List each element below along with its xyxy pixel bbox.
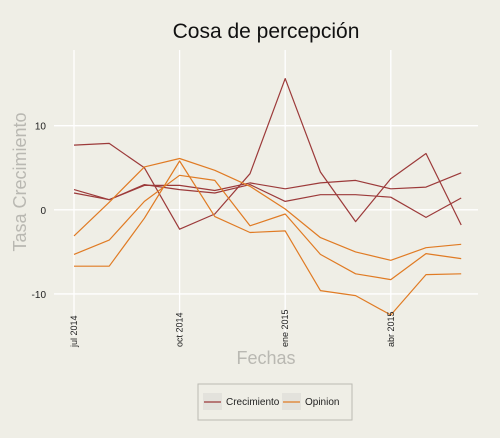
- chart-title: Cosa de percepción: [173, 20, 360, 43]
- legend-box: [197, 383, 353, 421]
- series-line-opinion-3: [74, 160, 462, 316]
- legend-label-crecimiento: Crecimiento: [226, 397, 280, 408]
- x-axis-label: Fechas: [236, 348, 295, 368]
- series-line-opinion-2: [73, 174, 462, 281]
- series-line-crecimiento-2: [73, 172, 462, 201]
- x-axis-ticks: jul 2014 oct 2014 ene 2015 abr 2015: [69, 309, 396, 348]
- legend-label-opinion: Opinion: [305, 397, 339, 408]
- series-lines: [73, 77, 462, 316]
- legend: Crecimiento Opinion: [197, 383, 353, 421]
- x-tick-label: jul 2014: [69, 315, 79, 348]
- y-axis-label: Tasa Crecimiento: [10, 112, 30, 251]
- y-axis-ticks: 10 0 -10: [32, 122, 47, 301]
- x-tick-label: ene 2015: [280, 309, 290, 347]
- x-tick-label: oct 2014: [175, 312, 185, 347]
- y-tick-label: 10: [35, 122, 47, 133]
- grid: [54, 50, 478, 336]
- y-tick-label: -10: [32, 290, 47, 301]
- y-tick-label: 0: [40, 206, 46, 217]
- series-line-opinion-1: [73, 157, 462, 261]
- series-line-crecimiento-3: [73, 184, 462, 218]
- series-line-crecimiento-1: [73, 77, 462, 230]
- x-tick-label: abr 2015: [386, 311, 396, 347]
